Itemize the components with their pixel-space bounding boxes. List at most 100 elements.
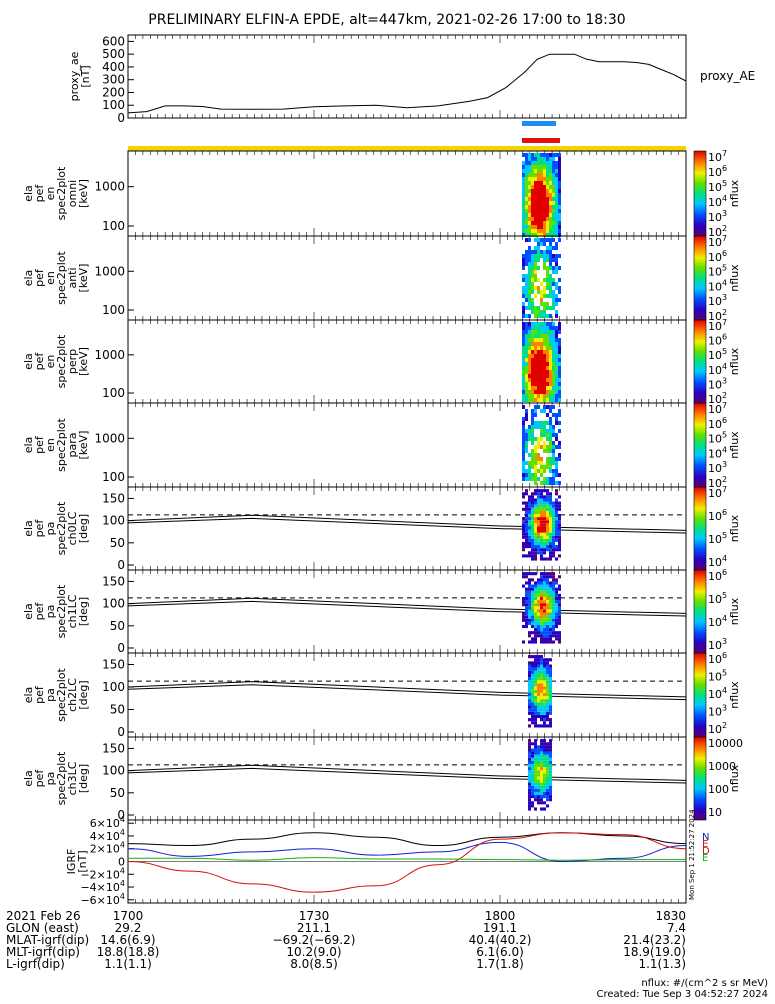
heatmap-cell [558,197,561,201]
ylabel-line: ela [22,270,35,287]
heatmap-cell [534,705,537,709]
heatmap-cell [540,631,543,635]
heatmap-cell [528,807,531,811]
heatmap-cell [552,532,555,536]
heatmap-cell [531,386,534,390]
heatmap-cell [543,330,546,334]
heatmap-cell [543,529,546,533]
heatmap-cell [555,637,558,641]
heatmap-cell [546,197,549,201]
heatmap-cell [552,578,555,582]
heatmap-cell [528,213,531,217]
heatmap-cell [549,708,552,712]
heatmap-cell [525,378,528,382]
heatmap-cell [558,596,561,601]
heatmap-cell [549,185,552,189]
heatmap-cell [543,445,546,449]
heatmap-cell [531,673,534,678]
heatmap-cell [546,270,549,274]
heatmap-cell [549,785,552,789]
heatmap-cell [552,173,555,177]
heatmap-cell [534,760,537,764]
heatmap-cell [534,670,537,674]
heatmap-cell [546,370,549,374]
heatmap-cell [552,189,555,193]
heatmap-cell [549,205,552,209]
heatmap-cell [540,677,543,681]
heatmap-cell [546,221,549,225]
field-line [127,681,687,698]
heatmap-cell [549,390,552,394]
heatmap-cell [531,572,534,576]
heatmap-cell [540,618,543,622]
heatmap-cell [549,545,552,549]
heatmap-cell [552,520,555,524]
heatmap-cell [558,532,561,536]
heatmap-cell [522,209,525,213]
heatmap-cell [555,153,558,157]
heatmap-cell [549,557,552,561]
heatmap-cell [522,286,525,290]
colorbar-tick-label: 10000 [708,737,743,750]
heatmap-cell [543,724,546,728]
heatmap-cell [543,425,546,429]
y-tick-label: 1000 [94,180,125,194]
x-axis-value: 1800 [485,909,516,923]
heatmap-cell [546,266,549,270]
heatmap-cell [522,600,525,604]
heatmap-cell [531,362,534,366]
heatmap-cell [540,294,543,298]
heatmap-cell [543,661,546,665]
heatmap-cell [522,354,525,358]
y-tick-label: 50 [110,536,125,550]
heatmap-cell [531,677,534,681]
heatmap-cell [546,526,549,530]
heatmap-cell [531,618,534,622]
heatmap-cell [549,770,552,774]
heatmap-cell [543,596,546,601]
heatmap-cell [534,673,537,678]
heatmap-cell [546,596,549,601]
heatmap-cell [534,686,537,690]
igrf-legend-entry: N [702,832,709,843]
heatmap-cell [522,338,525,342]
heatmap-cell [534,795,537,799]
heatmap-cell [546,590,549,594]
heatmap-cell [546,640,549,644]
heatmap-cell [537,495,540,499]
ylabel-line: spec2plot [55,251,68,305]
heatmap-cell [537,370,540,374]
heatmap-cell [537,217,540,221]
ylabel-line: pef [33,268,46,287]
heatmap-cell [555,242,558,246]
heatmap-cell [549,177,552,181]
colorbar-tick-label: 107 [708,401,727,416]
heatmap-cell [555,201,558,205]
heatmap-cell [537,461,540,465]
heatmap-cell [543,532,546,536]
heatmap-cell [537,770,540,774]
heatmap-cell [540,637,543,641]
heatmap-cell [555,193,558,197]
heatmap-cell [522,640,525,644]
heatmap-cell [543,779,546,783]
heatmap-cell [543,370,546,374]
heatmap-cell [555,330,558,334]
heatmap-cell [534,217,537,221]
heatmap-cell [549,153,552,157]
heatmap-cell [522,548,525,552]
igrf-series-line [127,832,687,847]
heatmap-cell [549,745,552,749]
colorbar-tick-label: 100 [708,783,729,796]
heatmap-cell [549,501,552,505]
heatmap-cell [543,557,546,561]
heatmap-cell [531,270,534,274]
heatmap-cell [549,634,552,638]
heatmap-cell [525,177,528,181]
heatmap-cell [534,197,537,201]
x-axis-row-label: MLAT-igrf(dip) [6,933,89,947]
colorbar-label: nflux [728,514,741,542]
heatmap-cell [549,378,552,382]
heatmap-cell [522,449,525,453]
